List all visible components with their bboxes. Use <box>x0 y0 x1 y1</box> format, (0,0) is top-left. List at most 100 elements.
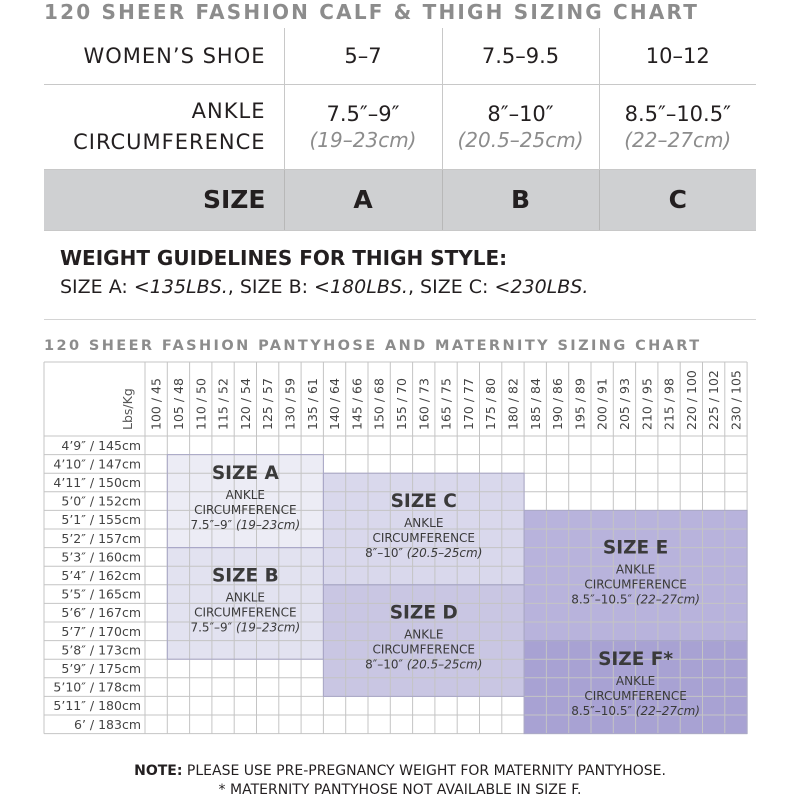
ankle-c: 8.5″–10.5″ (22–27cm) <box>598 84 756 170</box>
wg-limit-c: <230LBS. <box>494 276 589 298</box>
ankle-label-line2: CIRCUMFERENCE <box>73 129 266 154</box>
weight-header: 195 / 89 <box>572 378 587 430</box>
region-ankle-value-4: 8″–10″ (20.5–25cm) <box>365 658 482 672</box>
region-ankle-value-2: 7.5″–9″ (19–23cm) <box>190 620 300 634</box>
region-ankle-in: 8″–10″ <box>365 658 407 672</box>
height-label: 4’11″ / 150cm <box>53 475 141 490</box>
region-ankle-label1-6: ANKLE <box>616 674 655 688</box>
height-label: 5’2″ / 157cm <box>61 531 141 546</box>
shoe-size-row: WOMEN’S SHOE 5–7 7.5–9.5 10–12 <box>44 28 756 85</box>
height-label: 4’9″ / 145cm <box>61 438 141 453</box>
weight-header: 100 / 45 <box>149 378 164 430</box>
shoe-size-label: WOMEN’S SHOE <box>44 28 284 85</box>
region-ankle-value-1: 7.5″–9″ (19–23cm) <box>190 518 300 532</box>
height-label: 6’ / 183cm <box>74 717 141 732</box>
region-ankle-label1-3: ANKLE <box>404 516 443 530</box>
ankle-circumference-label: ANKLE CIRCUMFERENCE <box>44 84 284 170</box>
height-label: 5’7″ / 170cm <box>61 624 141 639</box>
pantyhose-chart-title: 120 SHEER FASHION PANTYHOSE AND MATERNIT… <box>44 338 702 354</box>
weight-header: 220 / 100 <box>684 370 699 430</box>
weight-header: 110 / 50 <box>193 378 208 430</box>
weight-header: 130 / 59 <box>282 378 297 430</box>
weight-header: 150 / 68 <box>372 378 387 430</box>
shoe-size-c: 10–12 <box>598 28 756 85</box>
ankle-a-in: 7.5″–9″ <box>326 101 400 126</box>
ankle-label-line1: ANKLE <box>191 98 266 123</box>
weight-header: 210 / 95 <box>639 378 654 430</box>
region-name-4: SIZE D <box>390 603 458 624</box>
maternity-note: NOTE: PLEASE USE PRE-PREGNANCY WEIGHT FO… <box>0 762 800 800</box>
size-label: SIZE <box>44 169 284 231</box>
wg-size-c: SIZE C: <box>420 276 495 298</box>
region-ankle-label2-5: CIRCUMFERENCE <box>584 578 687 592</box>
region-ankle-label1-5: ANKLE <box>616 563 655 577</box>
note-label: NOTE: <box>134 763 183 779</box>
height-label: 5’1″ / 155cm <box>61 512 141 527</box>
ankle-c-cm: (22–27cm) <box>624 127 732 152</box>
ankle-a: 7.5″–9″ (19–23cm) <box>283 84 442 170</box>
section-divider <box>44 319 756 320</box>
weight-header: 140 / 64 <box>327 378 342 430</box>
region-ankle-label2-6: CIRCUMFERENCE <box>584 689 687 703</box>
region-name-2: SIZE B <box>212 565 279 586</box>
height-label: 4’10″ / 147cm <box>53 456 141 471</box>
region-ankle-cm: (20.5–25cm) <box>407 546 483 560</box>
region-ankle-value-5: 8.5″–10.5″ (22–27cm) <box>571 593 700 607</box>
height-label: 5’9″ / 175cm <box>61 661 141 676</box>
weight-header: 205 / 93 <box>617 378 632 430</box>
region-ankle-in: 8.5″–10.5″ <box>571 593 636 607</box>
region-ankle-cm: (19–23cm) <box>236 620 300 634</box>
height-label: 5’4″ / 162cm <box>61 568 141 583</box>
ankle-c-in: 8.5″–10.5″ <box>624 101 731 126</box>
region-ankle-label1-1: ANKLE <box>226 488 265 502</box>
size-c: C <box>598 169 756 231</box>
shoe-size-b: 7.5–9.5 <box>441 28 599 85</box>
region-ankle-value-3: 8″–10″ (20.5–25cm) <box>365 546 482 560</box>
size-row: SIZE A B C <box>44 169 756 231</box>
weight-header: 125 / 57 <box>260 378 275 430</box>
wg-size-a: SIZE A: <box>60 276 134 298</box>
weight-header: 155 / 70 <box>394 378 409 430</box>
height-label: 5’10″ / 178cm <box>53 680 141 695</box>
weight-header: 230 / 105 <box>728 370 743 430</box>
ankle-circumference-row: ANKLE CIRCUMFERENCE 7.5″–9″ (19–23cm) 8″–… <box>44 84 756 170</box>
weight-header: 200 / 91 <box>595 378 610 430</box>
wg-sep-1: , <box>227 276 240 298</box>
calf-thigh-chart-title: 120 SHEER FASHION CALF & THIGH SIZING CH… <box>44 0 700 24</box>
region-ankle-cm: (22–27cm) <box>636 593 700 607</box>
region-ankle-label1-2: ANKLE <box>226 590 265 604</box>
weight-header: 190 / 86 <box>550 378 565 430</box>
height-label: 5’11″ / 180cm <box>53 698 141 713</box>
weight-header: 180 / 82 <box>505 378 520 430</box>
height-label: 5’3″ / 160cm <box>61 549 141 564</box>
wg-size-b: SIZE B: <box>239 276 315 298</box>
ankle-b-in: 8″–10″ <box>487 101 554 126</box>
weight-header: 215 / 98 <box>662 378 677 430</box>
height-label: 5’0″ / 152cm <box>61 494 141 509</box>
region-ankle-label2-2: CIRCUMFERENCE <box>194 605 297 619</box>
height-label: 5’5″ / 165cm <box>61 587 141 602</box>
weight-header: 170 / 77 <box>461 378 476 430</box>
size-a: A <box>283 169 442 231</box>
note-text1: PLEASE USE PRE-PREGNANCY WEIGHT FOR MATE… <box>182 763 666 779</box>
weight-guidelines: WEIGHT GUIDELINES FOR THIGH STYLE: SIZE … <box>60 244 760 302</box>
weight-header: 135 / 61 <box>305 378 320 430</box>
weight-guidelines-title: WEIGHT GUIDELINES FOR THIGH STYLE: <box>60 246 508 270</box>
region-ankle-label2-4: CIRCUMFERENCE <box>372 643 475 657</box>
region-ankle-in: 7.5″–9″ <box>190 620 236 634</box>
note-line2: * MATERNITY PANTYHOSE NOT AVAILABLE IN S… <box>218 782 582 798</box>
region-ankle-in: 8″–10″ <box>365 546 407 560</box>
region-ankle-label2-1: CIRCUMFERENCE <box>194 503 297 517</box>
weight-header: 160 / 73 <box>416 378 431 430</box>
region-ankle-in: 7.5″–9″ <box>190 518 236 532</box>
wg-limit-b: <180LBS. <box>314 276 408 298</box>
weight-header: 175 / 80 <box>483 378 498 430</box>
size-b: B <box>441 169 599 231</box>
region-ankle-in: 8.5″–10.5″ <box>571 704 636 718</box>
region-name-3: SIZE C <box>391 491 457 512</box>
height-label: 5’6″ / 167cm <box>61 605 141 620</box>
region-ankle-label2-3: CIRCUMFERENCE <box>372 531 475 545</box>
calf-thigh-size-table: WOMEN’S SHOE 5–7 7.5–9.5 10–12 ANKLE CIR… <box>44 28 756 231</box>
region-ankle-cm: (20.5–25cm) <box>407 658 483 672</box>
